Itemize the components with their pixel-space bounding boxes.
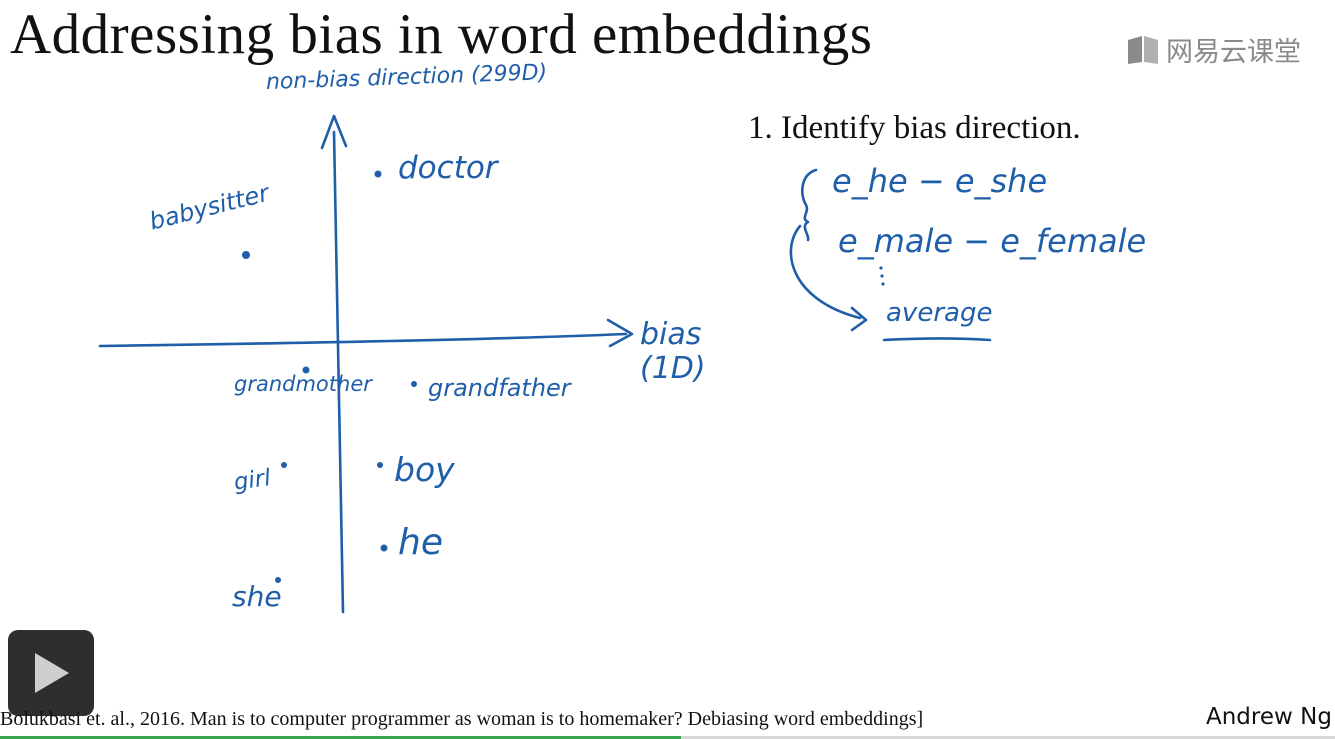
point-babysitter <box>242 251 250 259</box>
ellipsis-dot-2 <box>880 274 884 278</box>
x-axis-label-line1: bias <box>640 317 702 352</box>
y-axis-line <box>332 130 345 614</box>
word-doctor: doctor <box>398 150 498 186</box>
ellipsis-dot-1 <box>879 266 883 270</box>
arrowhead-icon <box>850 306 868 332</box>
play-icon <box>35 653 69 693</box>
author-name: Andrew Ng <box>1206 704 1332 730</box>
x-axis-label-line2: (1D) <box>640 351 706 386</box>
point-boy <box>377 462 383 468</box>
equation-he-she: e_he − e_she <box>832 162 1048 200</box>
point-he <box>380 544 388 552</box>
brand-text: 网易云课堂 <box>1166 37 1301 68</box>
video-progress-bar[interactable] <box>0 736 1335 739</box>
step-heading: 1. Identify bias direction. <box>748 110 1081 146</box>
word-grandmother: grandmother <box>234 372 372 396</box>
equation-male-female: e_male − e_female <box>838 222 1147 260</box>
point-girl <box>281 462 287 468</box>
point-grandfather <box>411 381 417 387</box>
word-he: he <box>398 522 443 563</box>
citation: Bolukbasi et. al., 2016. Man is to compu… <box>0 708 924 730</box>
word-girl: girl <box>232 464 273 496</box>
ellipsis-dot-3 <box>881 282 885 286</box>
word-she: she <box>232 580 282 613</box>
progress-fill <box>0 736 681 739</box>
brace-icon <box>801 168 818 242</box>
point-grandmother <box>302 366 310 374</box>
curved-arrow-icon <box>789 224 862 320</box>
x-axis-arrowhead <box>606 318 634 348</box>
play-button[interactable] <box>8 630 94 716</box>
x-axis-line <box>98 332 628 348</box>
brand-logo: 网易云课堂 <box>1126 30 1301 69</box>
point-she <box>275 577 281 583</box>
book-icon <box>1128 35 1158 64</box>
average-label: average <box>886 298 993 328</box>
x-axis-label: bias (1D) <box>640 318 706 386</box>
y-axis-arrowhead <box>320 114 348 150</box>
word-boy: boy <box>394 450 455 489</box>
word-grandfather: grandfather <box>428 374 571 402</box>
slide-title: Addressing bias in word embeddings <box>10 3 873 66</box>
average-underline <box>882 337 992 342</box>
point-doctor <box>374 170 382 178</box>
